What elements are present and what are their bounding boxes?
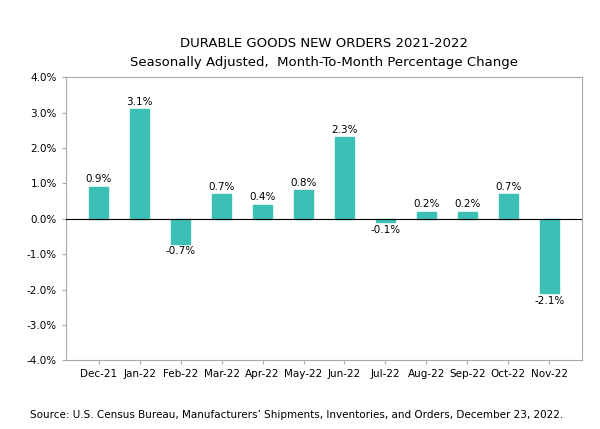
Text: Source: U.S. Census Bureau, Manufacturers’ Shipments, Inventories, and Orders, D: Source: U.S. Census Bureau, Manufacturer… xyxy=(30,411,563,420)
Bar xyxy=(253,205,272,219)
Text: 0.9%: 0.9% xyxy=(85,175,112,184)
Text: -2.1%: -2.1% xyxy=(534,296,565,305)
Bar xyxy=(499,194,518,219)
Bar xyxy=(376,219,395,222)
Text: 0.2%: 0.2% xyxy=(454,199,481,209)
Text: 0.4%: 0.4% xyxy=(250,192,276,202)
Bar xyxy=(212,194,231,219)
Text: 3.1%: 3.1% xyxy=(127,97,153,106)
Bar xyxy=(130,109,149,219)
Text: -0.7%: -0.7% xyxy=(166,246,196,256)
Text: 0.2%: 0.2% xyxy=(413,199,440,209)
Bar xyxy=(417,212,436,219)
Bar xyxy=(540,219,559,293)
Text: 0.7%: 0.7% xyxy=(495,181,521,191)
Bar xyxy=(294,190,313,219)
Bar xyxy=(458,212,476,219)
Bar xyxy=(89,187,108,219)
Text: 2.3%: 2.3% xyxy=(331,125,358,135)
Text: 0.8%: 0.8% xyxy=(290,178,317,188)
Bar xyxy=(172,219,190,244)
Text: 0.7%: 0.7% xyxy=(208,181,235,191)
Text: -0.1%: -0.1% xyxy=(370,225,401,235)
Title: DURABLE GOODS NEW ORDERS 2021-2022
Seasonally Adjusted,  Month-To-Month Percenta: DURABLE GOODS NEW ORDERS 2021-2022 Seaso… xyxy=(130,37,518,69)
Bar xyxy=(335,137,354,219)
